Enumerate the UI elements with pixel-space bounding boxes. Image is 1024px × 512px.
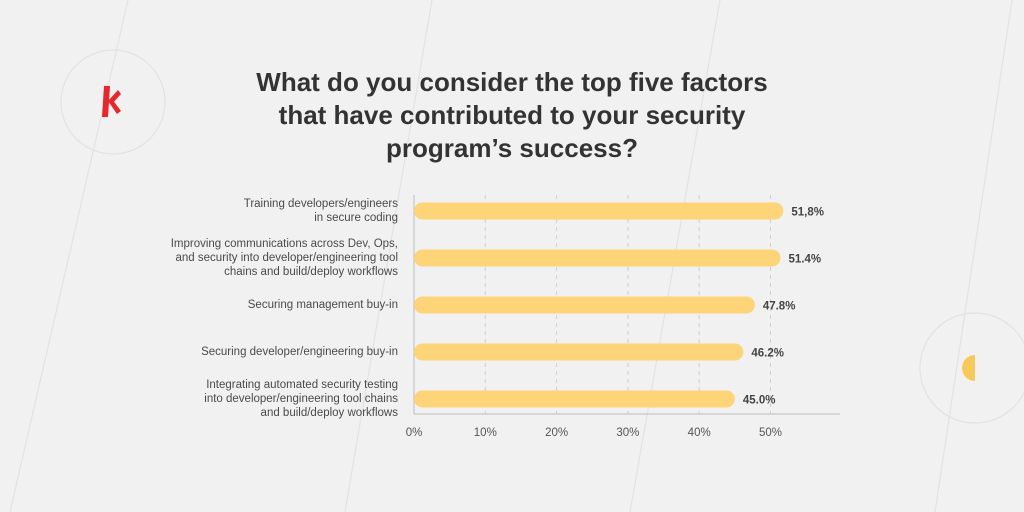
category-label-line: and security into developer/engineering …	[175, 252, 398, 264]
category-label-line: chains and build/deploy workflows	[224, 266, 398, 278]
category-label-line: Integrating automated security testing	[206, 379, 398, 391]
x-tick-label: 10%	[474, 427, 497, 439]
chart-title-line: What do you consider the top five factor…	[256, 67, 768, 97]
category-label: Training developers/engineers in secure c…	[98, 197, 398, 225]
chart-title-line: that have contributed to your security	[278, 100, 746, 130]
x-tick-label: 30%	[616, 427, 639, 439]
bar	[414, 296, 755, 314]
bar	[414, 343, 744, 361]
bar-value-label: 47.8%	[763, 301, 796, 313]
decorative-circle-right	[919, 312, 1024, 424]
category-label-line: into developer/engineering tool chains	[204, 393, 398, 405]
bar	[414, 390, 735, 408]
category-label-line: Securing management buy-in	[247, 299, 398, 311]
decorative-circle-left	[60, 49, 166, 155]
bar-value-label: 45.0%	[743, 395, 776, 407]
bar-value-label: 51,8%	[791, 207, 824, 219]
chart-title-line: program’s success?	[386, 133, 638, 163]
category-label: Integrating automated security testing in…	[98, 378, 398, 420]
yellow-half-circle-icon	[962, 355, 975, 381]
category-label-line: Training developers/engineers	[243, 198, 398, 210]
bar-value-label: 46.2%	[751, 348, 784, 360]
bar-value-label: 51.4%	[788, 254, 821, 266]
bar	[414, 202, 784, 220]
category-label: Securing developer/engineering buy-in	[98, 345, 398, 359]
x-tick-label: 20%	[545, 427, 568, 439]
bar	[414, 249, 781, 267]
x-tick-label: 0%	[406, 427, 423, 439]
category-label-line: Securing developer/engineering buy-in	[201, 346, 398, 358]
category-label-line: in secure coding	[314, 212, 398, 224]
chart-title: What do you consider the top five factor…	[212, 66, 812, 165]
category-label: Securing management buy-in	[98, 298, 398, 312]
decorative-diagonal-line	[344, 0, 433, 512]
x-tick-label: 40%	[688, 427, 711, 439]
decorative-diagonal-line	[934, 0, 1013, 512]
category-label: Improving communications across Dev, Ops…	[98, 237, 398, 279]
x-tick-label: 50%	[759, 427, 782, 439]
category-label-line: Improving communications across Dev, Ops…	[170, 238, 398, 250]
decorative-diagonal-line	[9, 0, 129, 512]
red-bracket-logo-icon	[102, 86, 121, 117]
category-label-line: and build/deploy workflows	[260, 407, 398, 419]
